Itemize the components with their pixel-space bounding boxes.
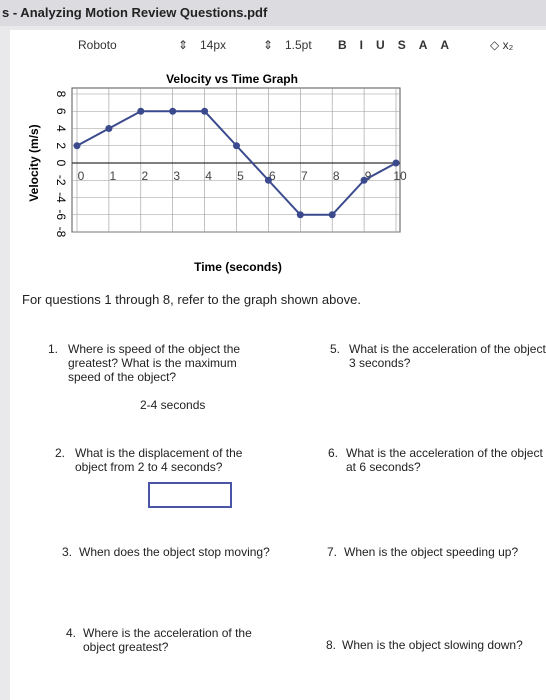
question-number: 1. [48, 342, 59, 356]
intro: For questions 1 through 8, refer to the … [22, 292, 361, 307]
format-button[interactable]: U [376, 38, 385, 52]
answer: 2-4 seconds [140, 398, 206, 412]
font-select[interactable]: Roboto [78, 38, 117, 52]
window-title: s - Analyzing Motion Review Questions.pd… [0, 0, 546, 26]
arrow: ⇕ [178, 38, 189, 52]
question-text: When is the object slowing down? [342, 638, 523, 652]
question-text: What is the acceleration of the object a… [346, 446, 543, 474]
question-number: 5. [330, 342, 341, 356]
question-text: Where is speed of the object the greates… [68, 342, 241, 384]
arrow: ⇕ [263, 38, 274, 52]
format-button[interactable]: I [359, 38, 364, 52]
line-select[interactable]: 1.5pt [285, 38, 312, 52]
format-button[interactable]: S [397, 38, 406, 52]
question-number: 6. [328, 446, 339, 460]
question-text: When does the object stop moving? [79, 545, 270, 559]
question-number: 8. [326, 638, 337, 652]
question-number: 7. [327, 545, 338, 559]
question-number: 2. [55, 446, 66, 460]
question-text: Where is the acceleration of the object … [83, 626, 252, 654]
format-button[interactable]: A [440, 38, 450, 52]
size-select[interactable]: 14px [200, 38, 227, 52]
text-box[interactable] [148, 482, 232, 508]
question-text: What is the acceleration of the object a… [349, 342, 546, 370]
question-text: What is the displacement of the object f… [75, 446, 243, 474]
question-text: When is the object speeding up? [344, 545, 519, 559]
icon[interactable]: ◇ x₂ [490, 38, 514, 52]
format-button[interactable]: B [338, 38, 347, 52]
question-number: 4. [66, 626, 77, 640]
question-number: 3. [62, 545, 73, 559]
format-button[interactable]: A [418, 38, 428, 52]
